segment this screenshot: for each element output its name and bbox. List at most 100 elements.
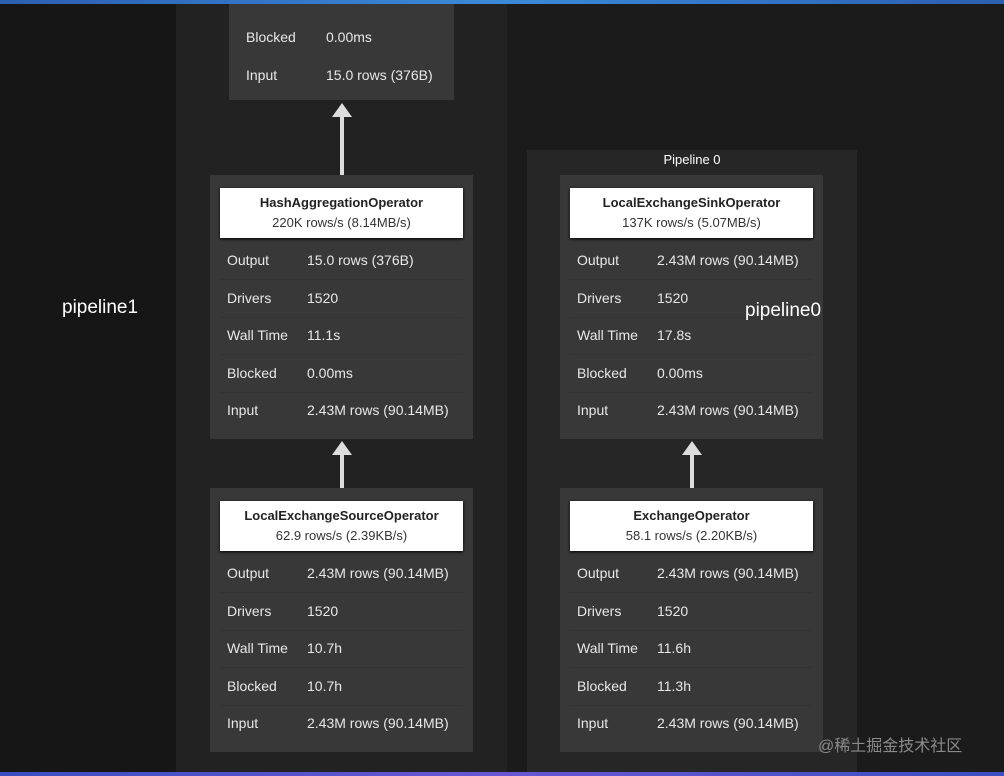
stat-row: Input 2.43M rows (90.14MB): [227, 402, 449, 418]
stat-key: Wall Time: [577, 327, 638, 343]
stat-key: Drivers: [577, 289, 622, 306]
stat-key: Wall Time: [227, 327, 288, 343]
stat-value: 10.7h: [307, 677, 343, 694]
row-divider: [220, 667, 463, 668]
stat-row: Blocked 11.3h: [577, 678, 691, 694]
stat-value: 1520: [657, 602, 689, 619]
stat-value: 10.7h: [307, 640, 343, 656]
stat-value: 2.43M rows (90.14MB): [307, 715, 449, 731]
operator-rate: 58.1 rows/s (2.20KB/s): [625, 528, 758, 543]
operator-name: LocalExchangeSinkOperator: [602, 195, 781, 210]
stat-row: Input 2.43M rows (90.14MB): [227, 715, 449, 731]
stat-key: Blocked: [246, 29, 296, 45]
stat-row: Wall Time 11.6h: [577, 640, 691, 656]
stat-value: 11.3h: [657, 677, 691, 694]
operator-node[interactable]: HashAggregationOperator 220K rows/s (8.14…: [210, 175, 473, 439]
stat-key: Input: [246, 67, 278, 83]
stat-value: 2.43M rows (90.14MB): [307, 402, 449, 418]
stat-key: Drivers: [577, 602, 622, 619]
stat-key: Input: [227, 715, 259, 731]
row-divider: [220, 316, 463, 318]
operator-name: ExchangeOperator: [633, 508, 750, 523]
bottom-accent-bar: [0, 772, 1004, 776]
stat-row: Output 15.0 rows (376B): [227, 252, 414, 268]
stat-key: Wall Time: [577, 640, 638, 656]
stat-row: Input 15.0 rows (376B): [246, 67, 433, 83]
stat-value: 0.00ms: [657, 364, 703, 381]
stat-row: Blocked 0.00ms: [577, 365, 703, 381]
stat-row: Drivers 1520: [577, 603, 688, 619]
row-divider: [220, 354, 463, 355]
operator-node[interactable]: LocalExchangeSourceOperator 62.9 rows/s (…: [210, 488, 473, 752]
row-divider: [220, 704, 463, 706]
stat-value: 0.00ms: [326, 29, 372, 45]
operator-node-top[interactable]: Blocked 0.00ms Input 15.0 rows (376B): [229, 4, 454, 100]
stat-key: Input: [577, 402, 609, 418]
stat-key: Output: [227, 252, 270, 268]
row-divider: [570, 279, 813, 280]
stat-row: Blocked 0.00ms: [227, 365, 353, 381]
stat-value: 1520: [657, 289, 689, 306]
stat-value: 17.8s: [657, 327, 692, 343]
row-divider: [220, 391, 463, 393]
row-divider: [570, 629, 813, 631]
operator-node[interactable]: LocalExchangeSinkOperator 137K rows/s (5.…: [560, 175, 823, 439]
row-divider: [570, 354, 813, 355]
arrow-up-icon: [332, 441, 352, 488]
stat-key: Output: [577, 252, 620, 268]
arrow-up-icon: [332, 103, 352, 175]
stat-row: Drivers 1520: [227, 603, 338, 619]
stat-value: 15.0 rows (376B): [326, 67, 433, 83]
stat-key: Drivers: [227, 289, 272, 306]
row-divider: [570, 704, 813, 706]
stat-value: 2.43M rows (90.14MB): [657, 565, 799, 581]
stat-row: Output 2.43M rows (90.14MB): [577, 252, 799, 268]
stat-key: Blocked: [577, 364, 627, 381]
stat-row: Output 2.43M rows (90.14MB): [577, 565, 799, 581]
row-divider: [570, 316, 813, 318]
stat-row: Output 2.43M rows (90.14MB): [227, 565, 449, 581]
stat-row: Wall Time 17.8s: [577, 327, 691, 343]
stat-value: 2.43M rows (90.14MB): [307, 565, 449, 581]
operator-name: LocalExchangeSourceOperator: [244, 508, 439, 523]
stat-value: 11.6h: [657, 640, 691, 656]
operator-node[interactable]: ExchangeOperator 58.1 rows/s (2.20KB/s) Ou…: [560, 488, 823, 752]
row-divider: [570, 592, 813, 593]
stat-row: Input 2.43M rows (90.14MB): [577, 715, 799, 731]
stat-key: Drivers: [227, 602, 272, 619]
pipeline0-label: pipeline0: [745, 300, 822, 321]
operator-header: HashAggregationOperator 220K rows/s (8.14…: [220, 188, 463, 238]
row-divider: [220, 592, 463, 593]
stat-key: Output: [227, 565, 270, 581]
stat-value: 11.1s: [307, 327, 341, 343]
operator-name: HashAggregationOperator: [259, 195, 424, 210]
operator-header: LocalExchangeSourceOperator 62.9 rows/s (…: [220, 501, 463, 551]
stat-row: Drivers 1520: [577, 290, 688, 306]
stat-value: 1520: [307, 289, 339, 306]
stat-row: Drivers 1520: [227, 290, 338, 306]
stat-key: Input: [227, 402, 259, 418]
stat-key: Wall Time: [227, 640, 288, 656]
stat-value: 2.43M rows (90.14MB): [657, 402, 799, 418]
stat-value: 2.43M rows (90.14MB): [657, 715, 799, 731]
stat-value: 0.00ms: [307, 364, 353, 381]
row-divider: [570, 391, 813, 393]
stat-value: 1520: [307, 602, 339, 619]
operator-rate: 62.9 rows/s (2.39KB/s): [275, 528, 408, 543]
pipeline1-label: pipeline1: [62, 297, 139, 318]
stat-key: Blocked: [227, 677, 277, 694]
operator-header: ExchangeOperator 58.1 rows/s (2.20KB/s): [570, 501, 813, 551]
stat-row: Blocked 0.00ms: [246, 29, 372, 45]
arrow-up-icon: [682, 441, 702, 488]
stat-row: Input 2.43M rows (90.14MB): [577, 402, 799, 418]
stat-key: Blocked: [227, 364, 277, 381]
operator-header: LocalExchangeSinkOperator 137K rows/s (5.…: [570, 188, 813, 238]
stat-value: 15.0 rows (376B): [307, 252, 414, 268]
row-divider: [220, 629, 463, 631]
watermark: @稀土掘金技术社区: [818, 738, 963, 755]
stat-key: Output: [577, 565, 620, 581]
stat-row: Blocked 10.7h: [227, 678, 342, 694]
stat-key: Input: [577, 715, 609, 731]
operator-rate: 137K rows/s (5.07MB/s): [622, 215, 761, 230]
row-divider: [220, 279, 463, 280]
